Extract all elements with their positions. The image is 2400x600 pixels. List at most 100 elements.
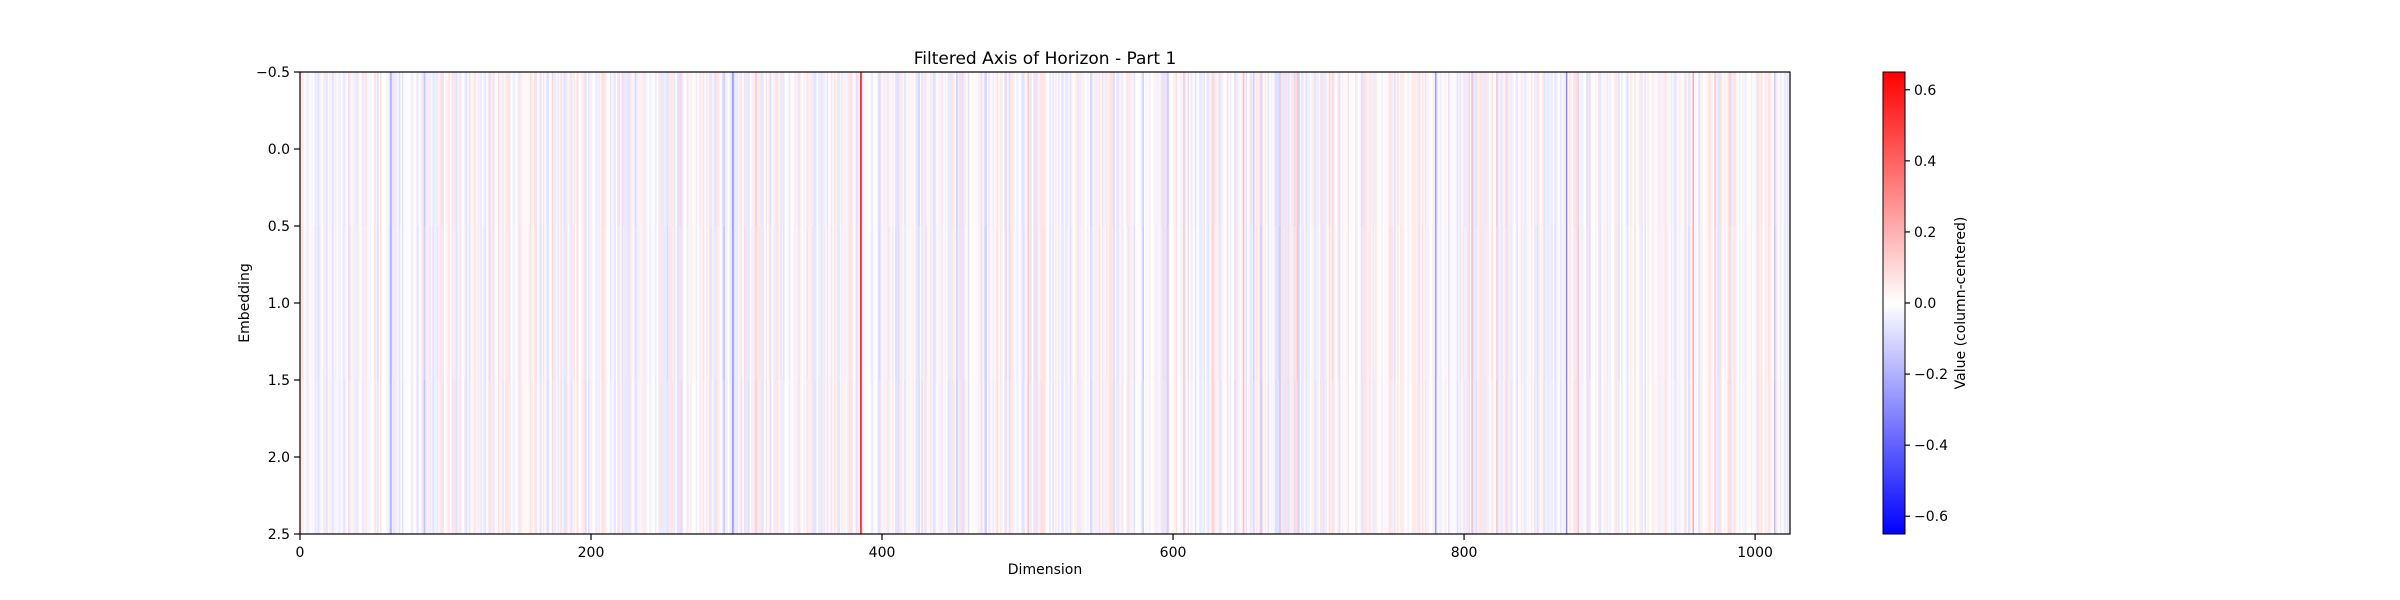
- heatmap-cell: [380, 380, 382, 534]
- heatmap-cell: [1725, 226, 1728, 381]
- heatmap-cell: [449, 226, 452, 381]
- heatmap-cell: [1258, 72, 1261, 227]
- heatmap-cell: [550, 380, 553, 534]
- heatmap-cell: [1231, 380, 1234, 534]
- heatmap-cell: [1557, 380, 1560, 534]
- heatmap-cell: [1247, 72, 1250, 227]
- heatmap-cell: [972, 380, 975, 534]
- heatmap-cell: [969, 226, 972, 381]
- heatmap-cell: [1468, 380, 1471, 534]
- heatmap-cell: [611, 72, 614, 227]
- heatmap-cell: [772, 380, 775, 534]
- heatmap-cell: [1753, 380, 1756, 534]
- heatmap-cell: [1656, 226, 1658, 381]
- heatmap-cell: [572, 226, 574, 381]
- heatmap-cell: [652, 72, 654, 227]
- heatmap-cell: [1596, 226, 1599, 381]
- heatmap-cell: [506, 226, 509, 381]
- heatmap-cell: [381, 226, 384, 381]
- heatmap-cell: [804, 380, 807, 534]
- heatmap-cell: [551, 380, 554, 534]
- heatmap-cell: [529, 226, 532, 381]
- heatmap-cell: [1341, 380, 1344, 534]
- heatmap-cell: [378, 72, 381, 227]
- heatmap-cell: [746, 72, 749, 227]
- heatmap-cell: [1209, 380, 1212, 534]
- heatmap-cell: [444, 380, 446, 534]
- heatmap-cell: [499, 380, 502, 534]
- heatmap-cell: [903, 72, 906, 227]
- heatmap-cell: [516, 380, 519, 534]
- heatmap-cell: [714, 226, 717, 381]
- heatmap-cell: [895, 72, 897, 227]
- heatmap-cell: [1622, 380, 1625, 534]
- heatmap-cell: [1127, 380, 1130, 534]
- heatmap-cell: [1052, 380, 1055, 534]
- heatmap-cell: [1711, 380, 1714, 534]
- heatmap-cell: [1724, 226, 1727, 381]
- heatmap-cell: [679, 226, 682, 381]
- heatmap-cell: [1443, 226, 1446, 381]
- heatmap-cell: [403, 226, 406, 381]
- heatmap-cell: [1757, 226, 1760, 381]
- heatmap-cell: [311, 226, 314, 381]
- heatmap-cell: [483, 380, 486, 534]
- colorbar-tick-label: −0.2: [1914, 367, 1948, 383]
- heatmap-cell: [1551, 72, 1554, 227]
- heatmap-cell: [1494, 380, 1497, 534]
- heatmap-cell: [1560, 380, 1562, 534]
- heatmap-cell: [567, 380, 570, 534]
- heatmap-cell: [1234, 226, 1237, 381]
- heatmap-cell: [1161, 380, 1164, 534]
- heatmap-cell: [1643, 380, 1645, 534]
- heatmap-cell: [662, 226, 665, 381]
- heatmap-cell: [1219, 380, 1222, 534]
- heatmap-cell: [1365, 72, 1367, 227]
- heatmap-cell: [566, 380, 569, 534]
- heatmap-cell: [1512, 72, 1514, 227]
- heatmap-cell: [663, 72, 666, 227]
- heatmap-cell: [1693, 72, 1696, 227]
- heatmap-cell: [1404, 72, 1407, 227]
- heatmap-cell: [352, 72, 355, 227]
- heatmap-cell: [599, 72, 602, 227]
- heatmap-cell: [828, 226, 831, 381]
- heatmap-cell: [1741, 380, 1744, 534]
- heatmap-cell: [1266, 380, 1269, 534]
- heatmap-cell: [1141, 226, 1143, 381]
- heatmap-cell: [1760, 226, 1763, 381]
- heatmap-cell: [762, 72, 765, 227]
- heatmap-cell: [922, 380, 925, 534]
- heatmap-cell: [1576, 72, 1578, 227]
- heatmap-cell: [932, 72, 935, 227]
- heatmap-cell: [1130, 226, 1133, 381]
- heatmap-cell: [991, 72, 994, 227]
- heatmap-cell: [937, 226, 940, 381]
- heatmap-cell: [679, 380, 682, 534]
- heatmap-cell: [1357, 226, 1360, 381]
- heatmap-cell: [992, 226, 995, 381]
- heatmap-cell: [1621, 72, 1624, 227]
- heatmap-cell: [1050, 380, 1053, 534]
- heatmap-cell: [1043, 380, 1046, 534]
- heatmap-cell: [1056, 72, 1059, 227]
- heatmap-cell: [1624, 380, 1626, 534]
- heatmap-cell: [1520, 380, 1523, 534]
- heatmap-cell: [1487, 72, 1490, 227]
- heatmap-cell: [1577, 72, 1580, 227]
- heatmap-cell: [943, 72, 945, 227]
- heatmap-cell: [596, 380, 599, 534]
- heatmap-cell: [1602, 72, 1605, 227]
- heatmap-cell: [448, 380, 451, 534]
- heatmap-cell: [1290, 72, 1293, 227]
- heatmap-cell: [1138, 226, 1140, 381]
- heatmap-cell: [605, 380, 608, 534]
- heatmap-cell: [1439, 380, 1442, 534]
- heatmap-cell: [1095, 380, 1098, 534]
- heatmap-cell: [675, 72, 678, 227]
- heatmap-cell: [428, 226, 430, 381]
- heatmap-cell: [703, 72, 705, 227]
- heatmap-cell: [1018, 380, 1021, 534]
- heatmap-cell: [815, 72, 817, 227]
- heatmap-cell: [790, 380, 793, 534]
